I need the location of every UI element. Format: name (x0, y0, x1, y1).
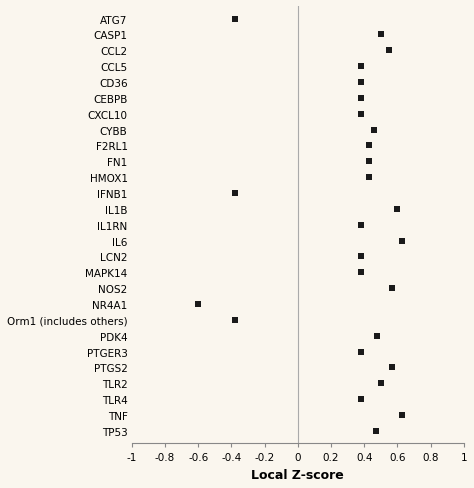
Point (372, 427, 380, 435)
Point (357, 395, 365, 403)
Point (357, 253, 365, 261)
Point (231, 16, 238, 23)
Point (393, 205, 401, 213)
Point (365, 174, 373, 182)
Point (399, 237, 406, 245)
X-axis label: Local Z-score: Local Z-score (251, 468, 344, 481)
Point (357, 63, 365, 71)
Point (231, 190, 238, 198)
Point (357, 348, 365, 356)
Point (357, 95, 365, 102)
Point (357, 79, 365, 87)
Point (389, 364, 396, 371)
Point (377, 380, 384, 387)
Point (399, 411, 406, 419)
Point (374, 332, 381, 340)
Point (370, 126, 378, 134)
Point (357, 222, 365, 229)
Point (194, 301, 202, 308)
Point (365, 158, 373, 166)
Point (385, 47, 393, 55)
Point (231, 316, 238, 324)
Point (357, 269, 365, 277)
Point (389, 285, 396, 292)
Point (357, 111, 365, 119)
Point (377, 32, 384, 40)
Point (365, 142, 373, 150)
